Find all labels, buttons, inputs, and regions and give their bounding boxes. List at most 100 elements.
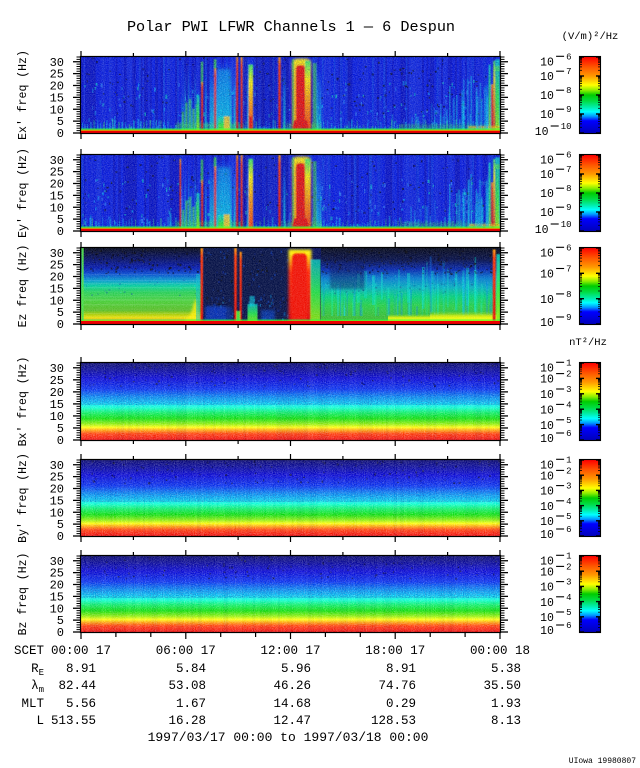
svg-text:5.96: 5.96 [281,662,311,676]
svg-text:6: 6 [566,243,571,253]
svg-text:2: 2 [566,370,571,380]
svg-text:14.68: 14.68 [273,697,311,711]
svg-text:10: 10 [540,169,554,182]
svg-text:10: 10 [540,90,554,103]
svg-text:0: 0 [57,530,64,544]
svg-text:10: 10 [540,625,554,638]
svg-text:5.84: 5.84 [176,662,206,676]
svg-text:15: 15 [50,91,64,105]
svg-text:1.67: 1.67 [176,697,206,711]
svg-text:10: 10 [540,612,554,625]
svg-text:82.44: 82.44 [58,679,96,693]
svg-text:5: 5 [566,416,571,426]
svg-text:10: 10 [540,555,554,568]
svg-text:46.26: 46.26 [273,679,311,693]
svg-text:0: 0 [57,127,64,141]
svg-text:6: 6 [566,429,571,439]
svg-text:20: 20 [50,579,64,593]
svg-text:1: 1 [566,551,571,561]
svg-text:20: 20 [50,80,64,94]
svg-text:7: 7 [566,265,571,275]
svg-text:L: L [36,714,44,728]
svg-text:3: 3 [566,578,571,588]
svg-text:25: 25 [50,259,64,273]
svg-text:10: 10 [540,404,554,417]
svg-text:10: 10 [540,56,554,69]
svg-text:10: 10 [540,433,554,446]
svg-text:53.08: 53.08 [168,679,206,693]
svg-text:0.29: 0.29 [386,697,416,711]
svg-text:5: 5 [57,518,64,532]
svg-text:6: 6 [566,52,571,62]
svg-text:16.28: 16.28 [168,714,206,728]
svg-text:4: 4 [566,497,571,507]
svg-text:8: 8 [566,86,571,96]
svg-text:25: 25 [50,471,64,485]
svg-text:10: 10 [50,201,64,215]
svg-text:0: 0 [57,225,64,239]
svg-text:1: 1 [566,455,571,465]
svg-text:10: 10 [540,389,554,402]
svg-text:18:00 17: 18:00 17 [365,644,425,658]
svg-text:9: 9 [566,105,571,115]
svg-text:10: 10 [540,486,554,499]
svg-text:12:00 17: 12:00 17 [260,644,320,658]
svg-text:4: 4 [566,400,571,410]
svg-text:10: 10 [540,374,554,387]
svg-text:74.76: 74.76 [378,679,416,693]
svg-text:10: 10 [535,126,549,139]
svg-text:7: 7 [566,67,571,77]
svg-text:8: 8 [566,290,571,300]
svg-text:10: 10 [540,71,554,84]
svg-text:6: 6 [566,150,571,160]
svg-text:10: 10 [540,420,554,433]
svg-text:10: 10 [540,188,554,201]
svg-text:25: 25 [50,567,64,581]
svg-text:30: 30 [50,154,64,168]
svg-text:15: 15 [50,189,64,203]
svg-text:10: 10 [540,582,554,595]
svg-text:10: 10 [50,103,64,117]
svg-text:5: 5 [57,306,64,320]
svg-text:10: 10 [540,501,554,514]
svg-text:RE: RE [31,662,44,678]
svg-text:MLT: MLT [21,697,44,711]
svg-text:10: 10 [540,529,554,542]
svg-text:30: 30 [50,247,64,261]
svg-text:20: 20 [50,386,64,400]
svg-text:2: 2 [566,562,571,572]
svg-text:25: 25 [50,166,64,180]
svg-text:0: 0 [57,434,64,448]
svg-text:10: 10 [50,294,64,308]
svg-text:Ey' freq (Hz): Ey' freq (Hz) [17,148,30,238]
svg-text:10: 10 [540,470,554,483]
svg-text:3: 3 [566,482,571,492]
svg-text:5: 5 [57,614,64,628]
svg-text:5.56: 5.56 [66,697,96,711]
svg-text:9: 9 [566,313,571,323]
svg-text:10: 10 [50,506,64,520]
svg-text:10: 10 [561,220,572,230]
svg-text:Bz freq (Hz): Bz freq (Hz) [17,553,30,636]
svg-text:10: 10 [540,597,554,610]
svg-text:00:00 18: 00:00 18 [470,644,530,658]
svg-text:1: 1 [566,358,571,368]
svg-text:10: 10 [540,459,554,472]
svg-text:Bx' freq (Hz): Bx' freq (Hz) [17,357,30,447]
svg-text:5: 5 [57,422,64,436]
svg-text:7: 7 [566,165,571,175]
svg-text:15: 15 [50,282,64,296]
svg-text:10: 10 [540,207,554,220]
svg-text:10: 10 [540,154,554,167]
svg-text:Ez freq (Hz): Ez freq (Hz) [17,245,30,328]
svg-text:5: 5 [566,608,571,618]
svg-text:5.38: 5.38 [491,662,521,676]
svg-text:2: 2 [566,466,571,476]
svg-text:20: 20 [50,271,64,285]
svg-text:5: 5 [57,213,64,227]
svg-text:10: 10 [540,362,554,375]
svg-text:10: 10 [561,122,572,132]
svg-text:10: 10 [540,566,554,579]
svg-text:Ex' freq (Hz): Ex' freq (Hz) [17,50,30,140]
svg-text:10: 10 [540,294,554,307]
